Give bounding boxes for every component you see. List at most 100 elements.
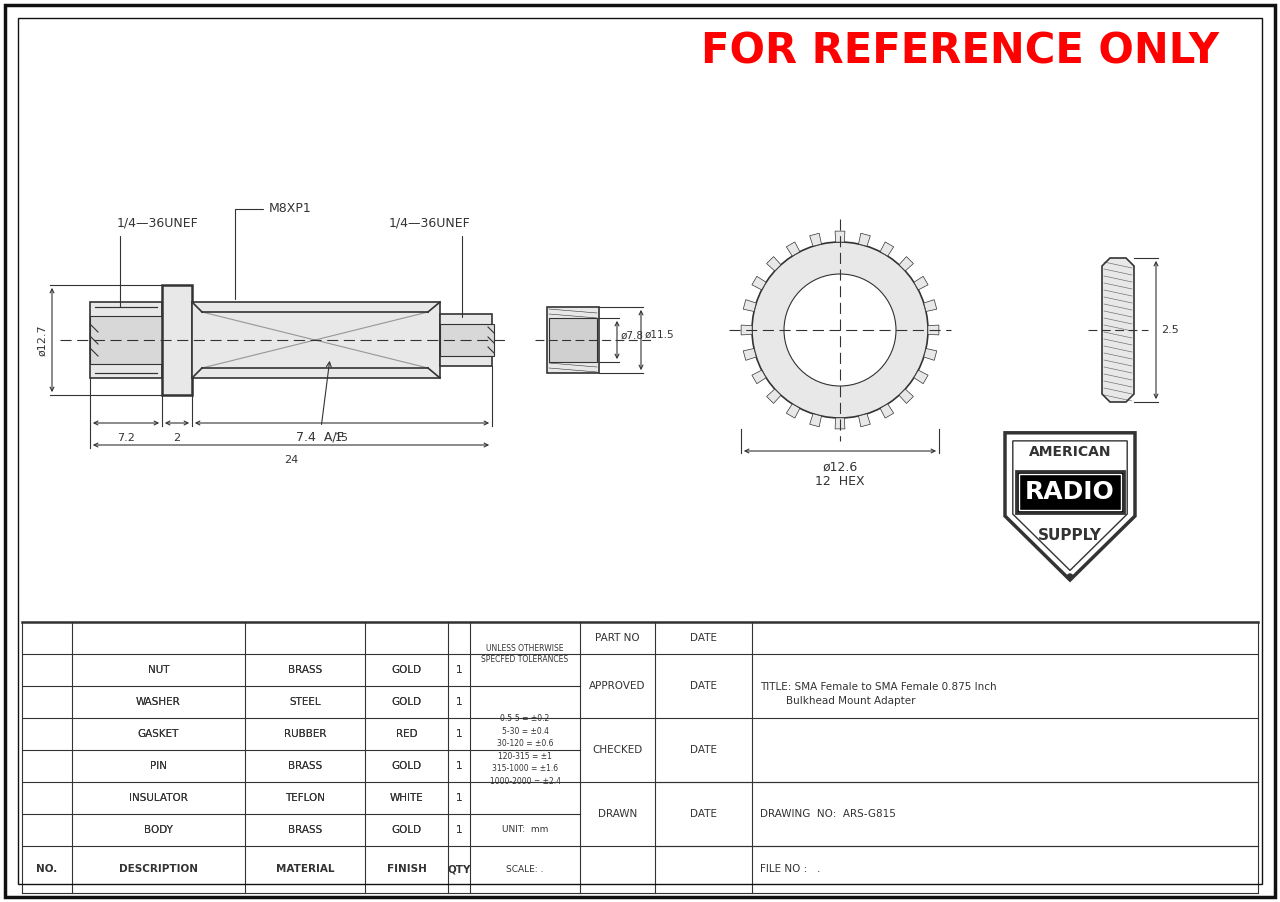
Text: GASKET: GASKET: [138, 729, 179, 739]
Text: APPROVED: APPROVED: [589, 681, 645, 691]
Text: BODY: BODY: [145, 825, 173, 835]
Text: UNLESS OTHERWISE
SPECFED TOLERANCES: UNLESS OTHERWISE SPECFED TOLERANCES: [481, 644, 568, 664]
Bar: [90, 316, 164, 364]
Text: GOLD: GOLD: [392, 825, 421, 835]
Text: ø7.8: ø7.8: [621, 331, 644, 341]
Polygon shape: [914, 276, 928, 290]
Bar: [440, 324, 494, 356]
Text: BRASS: BRASS: [288, 825, 323, 835]
Text: DRAWING  NO:  ARS-G815: DRAWING NO: ARS-G815: [760, 809, 896, 819]
Text: GOLD: GOLD: [392, 665, 421, 675]
Text: 12  HEX: 12 HEX: [815, 475, 865, 488]
Polygon shape: [859, 234, 870, 246]
Polygon shape: [744, 348, 756, 360]
Text: TEFLON: TEFLON: [285, 793, 325, 803]
Text: BRASS: BRASS: [288, 825, 323, 835]
Text: GOLD: GOLD: [392, 761, 421, 771]
Text: RED: RED: [396, 729, 417, 739]
Text: DATE: DATE: [690, 745, 717, 755]
Text: PIN: PIN: [150, 761, 166, 771]
Polygon shape: [928, 325, 938, 335]
Text: 1: 1: [456, 697, 462, 707]
Polygon shape: [899, 256, 914, 271]
Text: FOR REFERENCE ONLY: FOR REFERENCE ONLY: [701, 31, 1219, 73]
Circle shape: [753, 242, 928, 418]
Text: SUPPLY: SUPPLY: [1038, 528, 1102, 543]
Text: 1: 1: [456, 825, 462, 835]
Text: 24: 24: [284, 455, 298, 465]
Text: NO.: NO.: [36, 864, 58, 875]
Text: WASHER: WASHER: [136, 697, 180, 707]
Text: ø12.7: ø12.7: [37, 324, 47, 355]
Text: WHITE: WHITE: [389, 793, 424, 803]
Text: 1: 1: [456, 665, 462, 675]
Text: NUT: NUT: [147, 665, 169, 675]
Text: 1: 1: [456, 793, 462, 803]
Text: NUT: NUT: [147, 665, 169, 675]
Bar: [549, 318, 596, 362]
Text: RUBBER: RUBBER: [284, 729, 326, 739]
Polygon shape: [924, 299, 937, 311]
Text: 1: 1: [456, 761, 462, 771]
Text: INSULATOR: INSULATOR: [129, 793, 188, 803]
Circle shape: [1066, 574, 1074, 580]
Polygon shape: [1102, 258, 1134, 402]
Text: DESCRIPTION: DESCRIPTION: [119, 864, 198, 875]
Text: MATERIAL: MATERIAL: [275, 864, 334, 875]
Text: AMERICAN: AMERICAN: [1029, 445, 1111, 459]
Text: GOLD: GOLD: [392, 697, 421, 707]
Text: 1: 1: [456, 665, 462, 675]
Text: RADIO: RADIO: [1025, 480, 1115, 504]
Polygon shape: [924, 348, 937, 360]
Text: 7.4  A/F: 7.4 A/F: [296, 362, 344, 443]
Bar: [1016, 471, 1124, 513]
Polygon shape: [741, 325, 753, 335]
Bar: [547, 307, 599, 373]
Text: DRAWN: DRAWN: [598, 809, 637, 819]
Text: BRASS: BRASS: [288, 761, 323, 771]
Bar: [1019, 474, 1121, 510]
Bar: [192, 302, 440, 378]
Text: ø11.5: ø11.5: [645, 330, 675, 340]
Text: 1: 1: [456, 825, 462, 835]
Text: STEEL: STEEL: [289, 697, 321, 707]
Text: DATE: DATE: [690, 633, 717, 643]
Polygon shape: [767, 389, 781, 403]
Polygon shape: [751, 276, 765, 290]
Text: 1/4—36UNEF: 1/4—36UNEF: [389, 217, 471, 318]
Polygon shape: [881, 242, 893, 256]
Text: BRASS: BRASS: [288, 761, 323, 771]
Text: INSULATOR: INSULATOR: [129, 793, 188, 803]
Polygon shape: [859, 414, 870, 427]
Text: SCALE: .: SCALE: .: [507, 865, 544, 874]
Text: BRASS: BRASS: [288, 665, 323, 675]
Text: FINISH: FINISH: [387, 864, 426, 875]
Text: GOLD: GOLD: [392, 761, 421, 771]
Polygon shape: [835, 231, 845, 242]
Polygon shape: [810, 414, 822, 427]
Bar: [90, 302, 163, 378]
Bar: [163, 285, 192, 395]
Polygon shape: [881, 404, 893, 419]
Text: 1: 1: [456, 793, 462, 803]
Bar: [440, 314, 492, 366]
Text: 1: 1: [456, 697, 462, 707]
Text: WHITE: WHITE: [389, 793, 424, 803]
Text: RED: RED: [396, 729, 417, 739]
Polygon shape: [751, 370, 765, 383]
Text: 15: 15: [335, 433, 349, 443]
Text: 2: 2: [173, 433, 180, 443]
Text: M8XP1: M8XP1: [236, 202, 311, 299]
Text: FILE NO :   .: FILE NO : .: [760, 864, 820, 875]
Text: CHECKED: CHECKED: [593, 745, 643, 755]
Text: RUBBER: RUBBER: [284, 729, 326, 739]
Circle shape: [783, 274, 896, 386]
Polygon shape: [835, 418, 845, 428]
Text: 1: 1: [456, 761, 462, 771]
Text: WASHER: WASHER: [136, 697, 180, 707]
Text: GOLD: GOLD: [392, 665, 421, 675]
Polygon shape: [810, 234, 822, 246]
Text: UNIT:  mm: UNIT: mm: [502, 825, 548, 834]
Polygon shape: [744, 299, 756, 311]
Text: ø12.6: ø12.6: [822, 461, 858, 474]
